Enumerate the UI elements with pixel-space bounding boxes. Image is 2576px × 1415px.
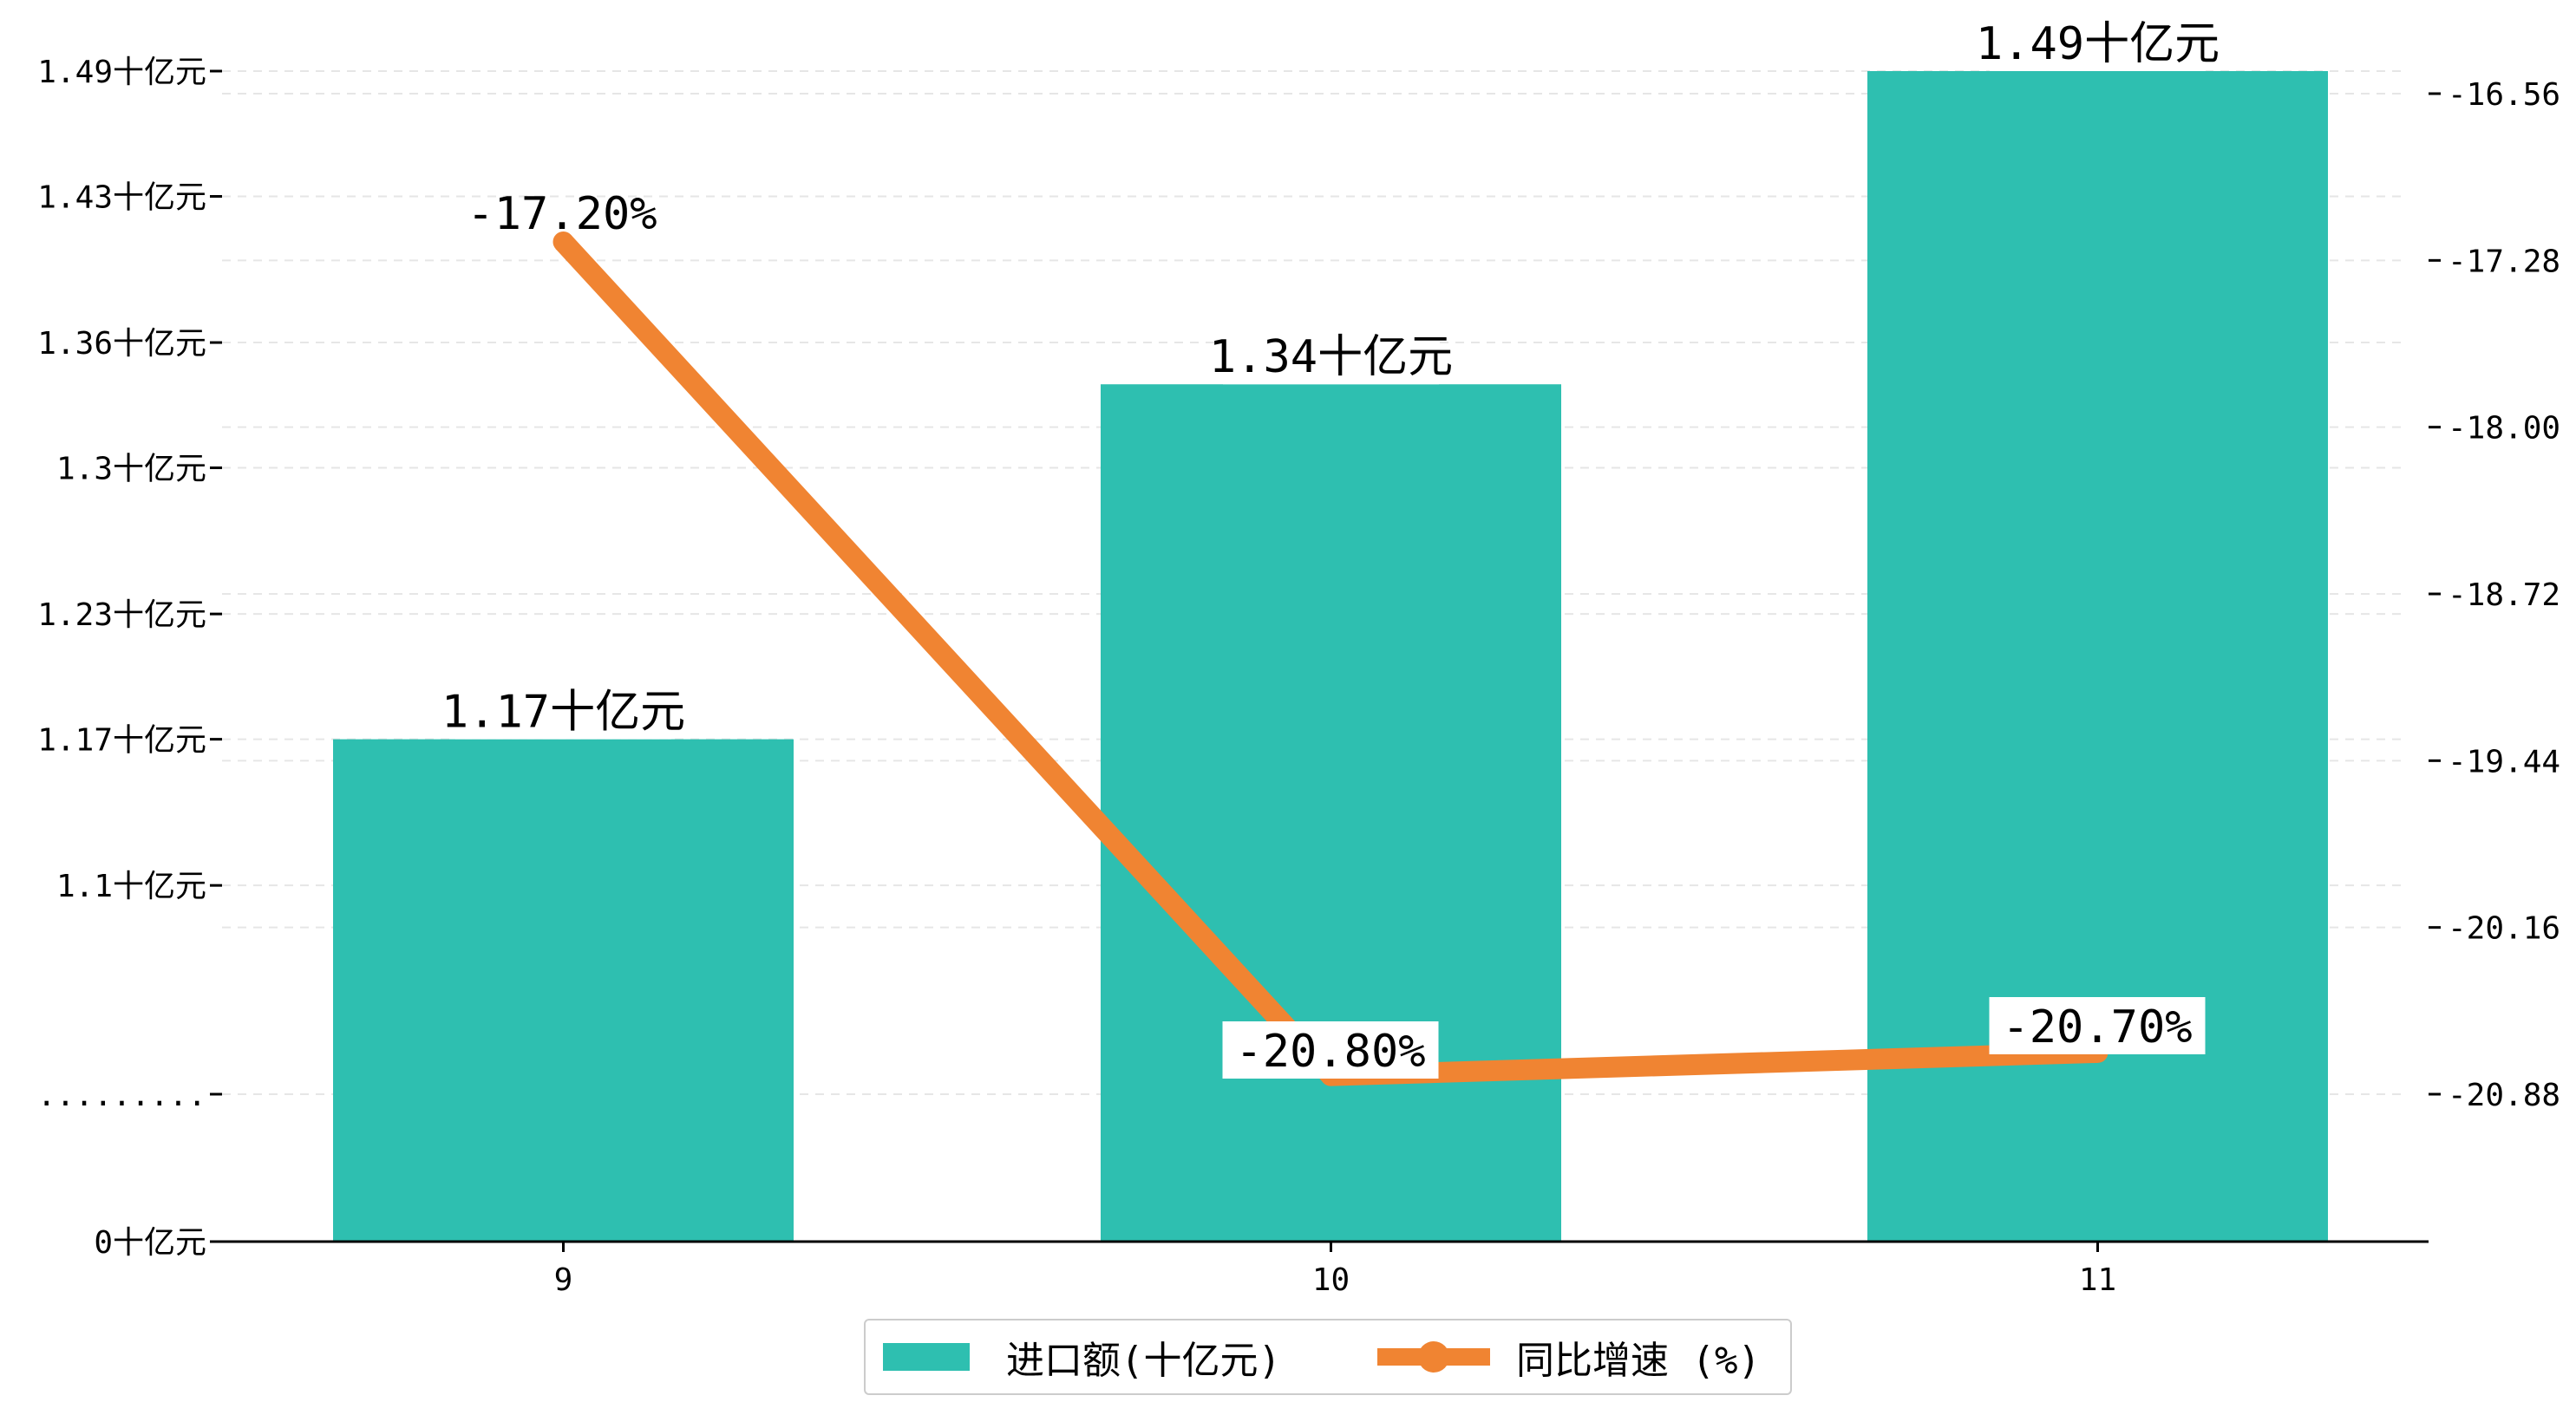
y-right-tick-label: -20.16 [2448, 911, 2560, 947]
x-tick-label: 11 [2079, 1262, 2116, 1298]
y-right-tick-label: -17.28 [2448, 244, 2560, 279]
legend: 进口额(十亿元) 同比增速 (%) [864, 1319, 1792, 1395]
bar-value-label-bg [1990, 14, 2206, 71]
growth-value-label-bg [1989, 997, 2206, 1054]
y-right-tick-label: -18.00 [2448, 411, 2560, 447]
y-right-tick-label: -20.88 [2448, 1078, 2560, 1113]
growth-value-label: -17.20% [467, 188, 657, 240]
growth-value-label: -20.80% [1235, 1026, 1425, 1078]
axes: 0十亿元......... 1.1十亿元 1.17十亿元 1.23十亿元 1.3十亿元 1… [37, 55, 2560, 1298]
bar-value-label-bg [1223, 327, 1439, 385]
x-tick-label: 10 [1312, 1262, 1350, 1298]
bar-value-label-bg [455, 681, 671, 740]
x-tick-label: 9 [554, 1262, 573, 1298]
y-left-tick-label: 1.43十亿元 [37, 179, 206, 215]
legend-item-line: 同比增速 (%) [1377, 1320, 1761, 1393]
bar-10 [1101, 384, 1561, 1242]
growth-value-label-bg [1222, 1021, 1439, 1079]
growth-value-label: -20.70% [2002, 1001, 2192, 1053]
y-left-tick-label: 1.49十亿元 [37, 55, 206, 90]
y-left-tick-label: ......... [37, 1078, 206, 1113]
y-left-tick-label: 1.3十亿元 [56, 452, 206, 487]
legend-line-swatch [1377, 1341, 1490, 1373]
legend-label-line: 同比增速 (%) [1516, 1339, 1761, 1383]
y-left-tick-label: 1.17十亿元 [37, 723, 206, 759]
bar-series [333, 71, 2328, 1242]
legend-bar-swatch [883, 1343, 970, 1371]
y-right-tick-label: -19.44 [2448, 744, 2560, 779]
data-labels: 1.17十亿元 1.34十亿元 1.49十亿元 -17.20% -20.80% -20.7… [441, 14, 2220, 1079]
bar-value-label: 1.17十亿元 [441, 687, 685, 739]
y-left-tick-label: 1.1十亿元 [56, 869, 206, 904]
legend-label-bar: 进口额(十亿元) [1006, 1339, 1281, 1383]
y-left-tick-label: 1.36十亿元 [37, 326, 206, 362]
y-left-tick-label: 0十亿元 [94, 1225, 206, 1261]
legend-item-bar: 进口额(十亿元) [883, 1320, 1281, 1393]
y-left-tick-label: 1.23十亿元 [37, 597, 206, 633]
y-right-tick-label: -18.72 [2448, 577, 2560, 613]
bar-value-label: 1.34十亿元 [1209, 331, 1453, 383]
y-right-tick-label: -16.56 [2448, 77, 2560, 113]
growth-point-9 [552, 231, 574, 252]
bar-9 [333, 739, 794, 1242]
bar-value-label: 1.49十亿元 [1976, 18, 2220, 70]
